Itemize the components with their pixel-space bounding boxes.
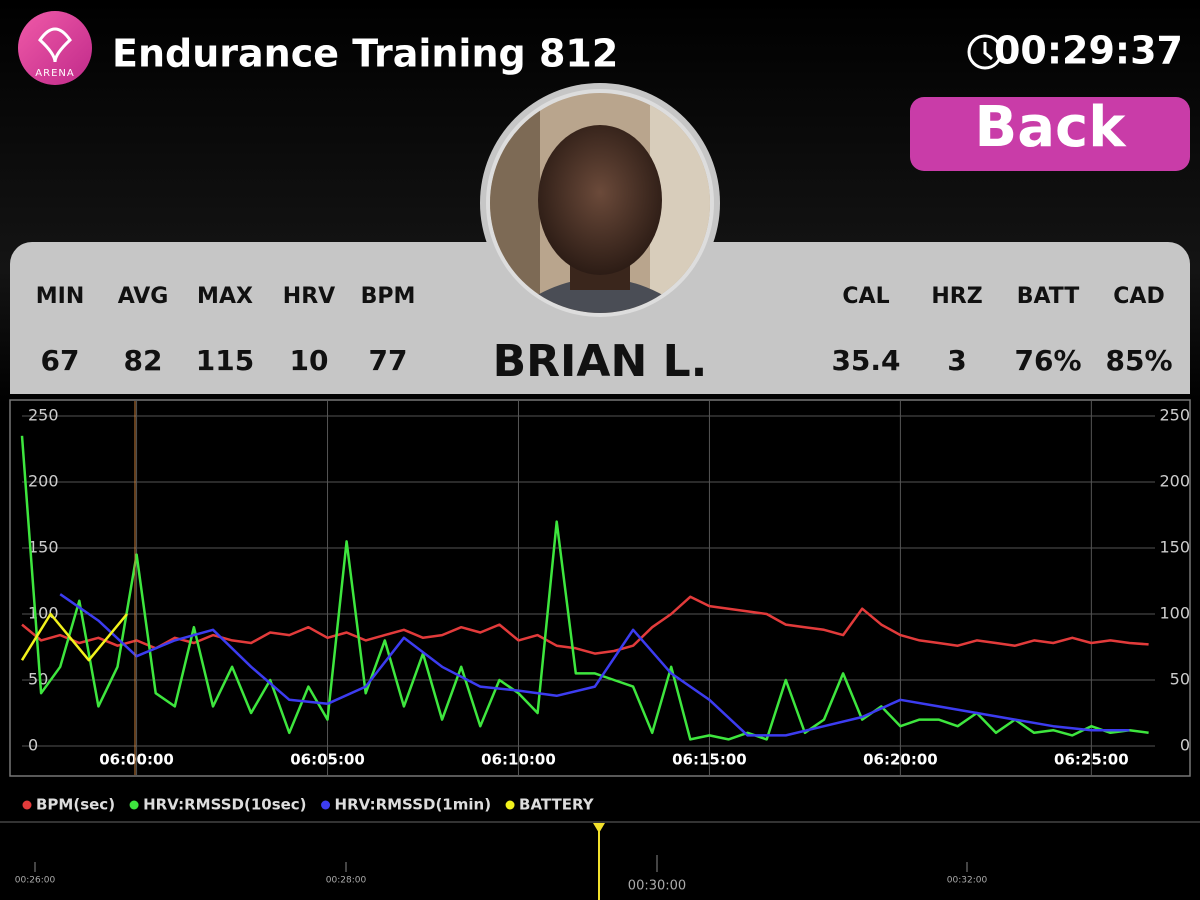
- timeline-label: 00:28:00: [326, 876, 367, 886]
- chart-frame: [9, 399, 1191, 777]
- y-tick-label: 250: [28, 406, 59, 425]
- x-tick-label: 06:20:00: [863, 751, 938, 769]
- stat-value: 35.4: [831, 344, 900, 377]
- stat-label: BATT: [1017, 284, 1080, 309]
- legend-label: BPM(sec): [36, 796, 115, 814]
- timer: 00:29:37: [994, 29, 1183, 73]
- stat-value: 10: [290, 344, 329, 377]
- legend-swatch: [505, 800, 515, 810]
- clock-icon: [967, 34, 1003, 70]
- x-tick-label: 06:10:00: [481, 751, 556, 769]
- stat-label: HRZ: [931, 284, 982, 309]
- timeline-label: 00:30:00: [628, 879, 686, 894]
- y2-tick-label: 250: [1159, 406, 1190, 425]
- stat-value: 76%: [1014, 344, 1081, 377]
- back-button[interactable]: [910, 97, 1190, 171]
- x-tick-label: 06:05:00: [290, 751, 365, 769]
- stat-label: CAD: [1113, 284, 1164, 309]
- logo-icon: [38, 27, 72, 63]
- legend-swatch: [129, 800, 139, 810]
- legend-label: HRV:RMSSD(10sec): [143, 796, 306, 814]
- avatar-photo: [490, 93, 710, 313]
- y-tick-label: 0: [28, 736, 38, 755]
- y2-tick-label: 150: [1159, 538, 1190, 557]
- timeline-marker-head[interactable]: [593, 823, 605, 833]
- series-line: [20, 612, 128, 662]
- stat-label: MAX: [197, 284, 253, 309]
- series-line: [21, 595, 1149, 655]
- y-tick-label: 50: [28, 670, 48, 689]
- timeline-label: 00:26:00: [15, 876, 56, 886]
- legend-swatch: [321, 800, 331, 810]
- stat-value: 77: [369, 344, 408, 377]
- x-tick-label: 06:25:00: [1054, 751, 1129, 769]
- stat-label: AVG: [118, 284, 169, 309]
- title: Endurance Training 812: [112, 32, 618, 76]
- x-tick-label: 06:00:00: [99, 751, 174, 769]
- stat-value: 82: [124, 344, 163, 377]
- legend-label: BATTERY: [519, 796, 595, 814]
- clock-hands: [983, 42, 993, 61]
- legend-swatch: [22, 800, 32, 810]
- logo[interactable]: [18, 11, 92, 85]
- y-tick-label: 200: [28, 472, 59, 491]
- athlete-name: BRIAN L.: [493, 336, 708, 387]
- y2-tick-label: 200: [1159, 472, 1190, 491]
- timeline-label: 00:32:00: [947, 876, 988, 886]
- stats: MIN 67 AVG 82 MAX 115 HRV 10 BPM 77 CAL 35.4 HRZ 3 BAT…: [36, 284, 1173, 377]
- stat-value: 115: [196, 344, 254, 377]
- timeline[interactable]: 00:26:00 00:28:00 00:30:00 00:32:00: [15, 855, 988, 894]
- stat-label: HRV: [283, 284, 335, 309]
- stat-label: MIN: [36, 284, 85, 309]
- x-tick-label: 06:15:00: [672, 751, 747, 769]
- stat-label: CAL: [842, 284, 889, 309]
- y2-tick-label: 0: [1180, 736, 1190, 755]
- y-tick-label: 150: [28, 538, 59, 557]
- stat-value: 85%: [1105, 344, 1172, 377]
- stat-label: BPM: [361, 284, 416, 309]
- series-line: [20, 435, 1149, 741]
- stat-value: 3: [947, 344, 966, 377]
- stat-value: 67: [41, 344, 80, 377]
- legend: BPM(sec) HRV:RMSSD(10sec) HRV:RMSSD(1min) B…: [22, 796, 595, 814]
- back-label[interactable]: Back: [975, 95, 1128, 160]
- legend-label: HRV:RMSSD(1min): [335, 796, 492, 814]
- y2-tick-label: 100: [1159, 604, 1190, 623]
- y2-tick-label: 50: [1170, 670, 1190, 689]
- logo-text: ARENA: [35, 68, 74, 79]
- series-line: [59, 593, 1130, 737]
